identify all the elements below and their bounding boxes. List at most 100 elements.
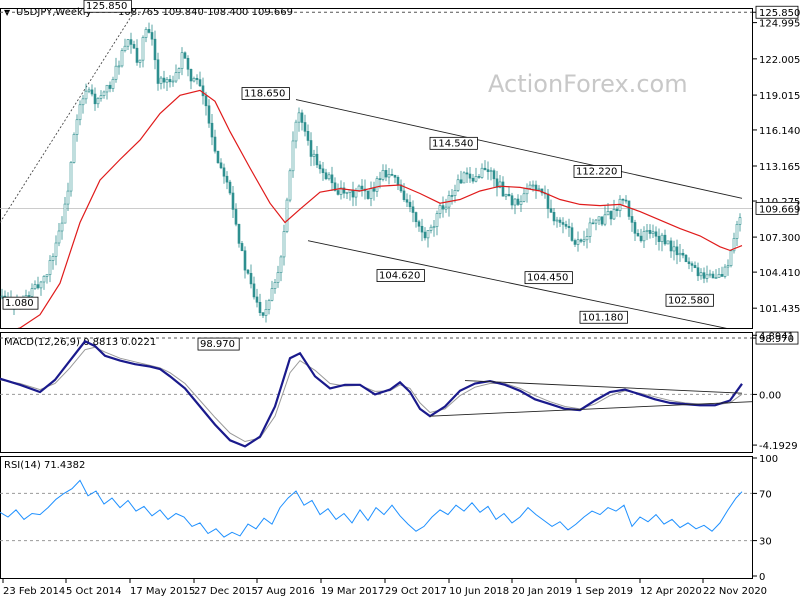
candle-body [339,187,343,195]
candle-body [516,198,520,205]
candle-body [519,201,523,205]
candle-body [435,213,439,227]
candle-body [609,211,613,220]
candle-body [624,199,628,202]
candle-body [294,121,298,142]
candle-body [714,277,718,279]
price-label: 98.970 [200,339,235,350]
candle-body [357,185,361,191]
candle-body [351,189,355,198]
candle-body [453,190,457,196]
macd-title: MACD(12,26,9) 0.8813 0.0221 [4,337,156,348]
candle-body [63,203,67,224]
candle-body [723,266,727,277]
candle-body [60,222,64,232]
candle-body [597,216,601,221]
candle-body [129,39,133,45]
candle-body [549,208,553,213]
candle-body [228,181,232,194]
x-tick-label: 23 Feb 2014 [3,586,65,597]
main-price-labels: 125.850 118.650 114.540 112.220 104.620 104.4… [2,0,714,351]
x-tick-label: 29 Oct 2017 [385,586,447,597]
candle-body [327,174,331,180]
candle-body [195,77,199,80]
candle-body [432,226,436,228]
candle-body [126,39,130,47]
candle-body [246,269,250,274]
candle-body [366,190,370,199]
candle-body [396,176,400,186]
candle-body [417,221,421,227]
rsi-tick-label: 70 [759,489,772,500]
candle-body [243,250,247,271]
candle-body [288,170,292,201]
candle-body [312,153,316,157]
candle-body [315,153,319,166]
y-tick-label: 101.435 [759,304,800,315]
candle-body [330,174,334,184]
candle-body [33,284,37,289]
candle-body [291,140,295,172]
candle-body [705,274,709,279]
y-tick-label: 124.995 [759,19,800,30]
candle-body [675,246,679,256]
rsi-line [0,479,743,538]
candle-body [273,282,277,289]
candle-body [657,235,661,242]
moving-average-line [17,89,743,328]
candle-body [102,91,106,96]
candle-body [720,273,724,277]
x-tick-label: 7 Aug 2016 [257,586,315,597]
candle-body [204,95,208,107]
price-trendline [0,10,136,223]
candle-body [558,219,562,223]
candle-body [699,272,703,277]
candle-body [393,175,397,178]
watermark: ActionForex.com [488,70,688,98]
candle-body [219,162,223,169]
candle-body [183,52,187,59]
price-label: 1.080 [5,298,34,309]
price-label: 125.850 [86,1,127,12]
candle-body [585,236,589,241]
candle-body [642,231,646,242]
candle-body [138,59,142,63]
candle-body [588,222,592,237]
candle-body [90,89,94,95]
macd-signal-line [0,346,743,443]
candle-body [426,230,430,239]
macd-lines [0,339,752,448]
candle-body [375,178,379,192]
candle-body [162,77,166,83]
y-tick-label: 113.165 [759,162,800,173]
candle-body [252,283,256,298]
candle-body [459,179,463,184]
candle-body [57,230,61,244]
candle-body [132,44,136,49]
candle-body [444,206,448,210]
candle-body [387,174,391,178]
candle-body [249,272,253,285]
candle-body [717,273,721,278]
candle-body [84,90,88,100]
candle-body [522,193,526,202]
candle-body [546,193,550,209]
candle-body [336,190,340,195]
candle-body [645,229,649,232]
main-candles [0,22,742,323]
candle-body [630,216,634,223]
candle-body [147,29,151,33]
candle-body [165,79,169,83]
candle-body [306,131,310,141]
candle-body [423,231,427,239]
candle-body [468,173,472,179]
rsi-tick-label: 0 [759,572,765,583]
candle-body [450,195,454,197]
candle-body [555,219,559,222]
candle-body [36,284,40,289]
candle-body [231,192,235,210]
candle-body [237,223,241,244]
candle-body [702,272,706,279]
candle-body [603,214,607,225]
y-tick-label: 122.005 [759,55,800,66]
